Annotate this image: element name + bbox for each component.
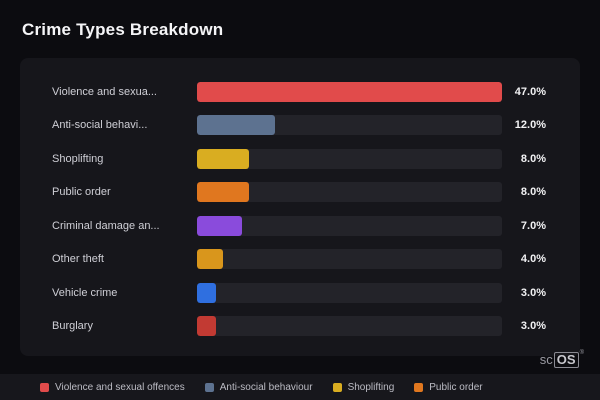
- registered-trademark-icon: ®: [579, 350, 584, 356]
- category-label: Criminal damage an...: [52, 219, 160, 232]
- chart-row: Violence and sexua... 47.0%: [52, 80, 546, 104]
- category-label: Vehicle crime: [52, 286, 118, 299]
- legend-label: Public order: [429, 381, 483, 393]
- chart-row: Other theft 4.0%: [52, 247, 546, 271]
- value-label: 47.0%: [514, 86, 546, 98]
- chart-row: Public order 8.0%: [52, 180, 546, 204]
- value-label: 8.0%: [520, 186, 546, 199]
- category-label: Anti-social behavi...: [52, 119, 148, 132]
- category-label: Public order: [52, 186, 111, 199]
- chart-row: Criminal damage an... 7.0%: [52, 214, 546, 238]
- bar[interactable]: [197, 282, 217, 303]
- bar[interactable]: [197, 182, 249, 203]
- bar-track: [197, 249, 502, 270]
- bar[interactable]: [197, 315, 217, 336]
- value-label: 8.0%: [520, 152, 546, 165]
- bar-track: [197, 82, 502, 102]
- value-label: 3.0%: [520, 286, 546, 299]
- value-label: 4.0%: [520, 253, 546, 266]
- page-title: Crime Types Breakdown: [22, 20, 224, 39]
- legend-swatch-icon: [332, 382, 342, 392]
- legend-item[interactable]: Violence and sexual offences: [40, 382, 185, 393]
- category-label: Violence and sexua...: [52, 86, 157, 98]
- legend-label: Shoplifting: [347, 381, 395, 393]
- value-label: 3.0%: [520, 319, 546, 332]
- bar-track: [197, 215, 502, 236]
- legend-label: Violence and sexual offences: [55, 381, 185, 393]
- chart-rows: Violence and sexua... 47.0% Anti-social be…: [52, 80, 546, 338]
- category-label: Shoplifting: [52, 152, 104, 165]
- category-label: Other theft: [52, 253, 104, 266]
- legend-swatch-icon: [40, 382, 49, 392]
- category-label: Burglary: [52, 319, 93, 332]
- legend-swatch-icon: [414, 382, 424, 392]
- logo-text-sc: sc: [539, 352, 553, 367]
- bar[interactable]: [197, 82, 502, 102]
- logo-text-os: OS: [553, 352, 579, 368]
- bar-track: [197, 182, 502, 203]
- bar-track: [197, 115, 502, 136]
- chart-row: Vehicle crime 3.0%: [52, 281, 546, 305]
- legend-label: Anti-social behaviour: [219, 381, 313, 393]
- legend-item[interactable]: Shoplifting: [332, 381, 395, 393]
- value-label: 12.0%: [514, 119, 546, 132]
- bar[interactable]: [197, 115, 275, 136]
- bar[interactable]: [197, 249, 223, 270]
- legend-item[interactable]: Anti-social behaviour: [204, 381, 313, 393]
- bar-track: [197, 282, 502, 303]
- bar-track: [197, 315, 502, 336]
- legend-item[interactable]: Public order: [414, 381, 483, 393]
- scos-logo: sc OS ®: [539, 350, 584, 368]
- bar[interactable]: [197, 215, 243, 236]
- chart-row: Burglary 3.0%: [52, 314, 546, 338]
- chart-row: Shoplifting 8.0%: [52, 147, 546, 171]
- crime-breakdown-chart: Violence and sexua... 47.0% Anti-social be…: [20, 58, 580, 356]
- chart-legend: Violence and sexual offences Anti-social …: [0, 374, 600, 400]
- bar-track: [197, 148, 502, 169]
- legend-swatch-icon: [204, 382, 214, 392]
- chart-row: Anti-social behavi... 12.0%: [52, 113, 546, 137]
- value-label: 7.0%: [520, 219, 546, 232]
- bar[interactable]: [197, 148, 249, 169]
